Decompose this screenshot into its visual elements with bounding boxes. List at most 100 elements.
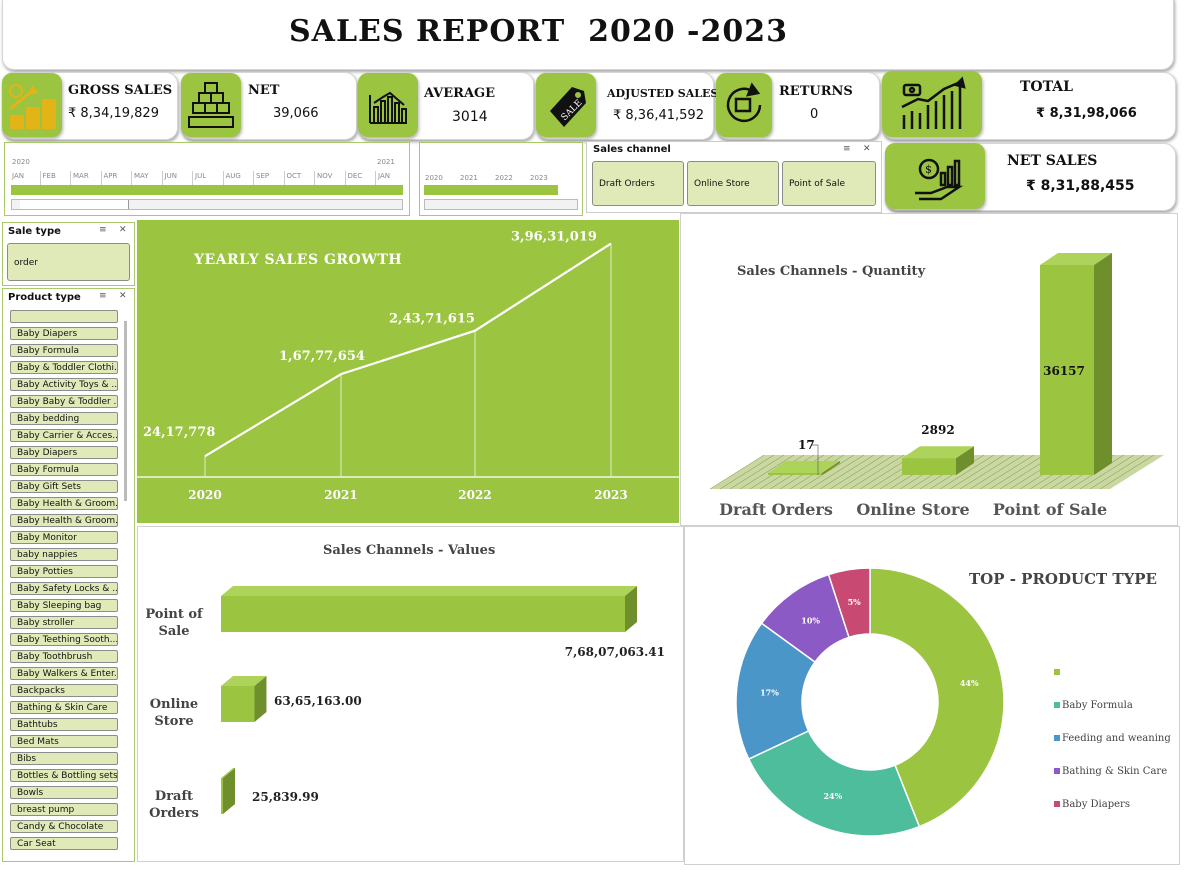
timeline-years-bar[interactable]: [424, 185, 558, 195]
data-label: 24,17,778: [143, 425, 215, 440]
chart-title: YEARLY SALES GROWTH: [193, 252, 402, 268]
product-type-option[interactable]: Baby Potties: [10, 565, 118, 578]
timeline-year-label[interactable]: 2022: [495, 174, 513, 182]
channel-option-point-of-sale[interactable]: Point of Sale: [782, 161, 876, 206]
product-type-option[interactable]: Bowls: [10, 786, 118, 799]
floor-hatch: [949, 454, 1005, 490]
timeline-months[interactable]: 2020 2021 JAN FEB MAR APR MAY JUN JUL AUG SEP OCT…: [4, 142, 410, 216]
product-type-option[interactable]: Baby Activity Toys & ...: [10, 378, 118, 391]
product-type-option[interactable]: breast pump: [10, 803, 118, 816]
product-type-option[interactable]: Baby Carrier & Acces...: [10, 429, 118, 442]
timeline-month-label[interactable]: AUG: [225, 172, 241, 180]
kpi-gross-sales-value: ₹ 8,34,19,829: [68, 106, 159, 121]
timeline-divider: [100, 171, 102, 185]
channel-option-draft-orders[interactable]: Draft Orders: [592, 161, 684, 206]
product-type-option[interactable]: Bottles & Bottling sets: [10, 769, 118, 782]
floor-hatch: [829, 454, 885, 490]
timeline-month-label[interactable]: JAN: [12, 172, 24, 180]
multi-select-icon[interactable]: ≡: [99, 225, 107, 235]
sale-type-option-order[interactable]: order: [7, 243, 130, 281]
timeline-year-label[interactable]: 2020: [425, 174, 443, 182]
floor-hatch: [719, 454, 775, 490]
title-banner: SALES REPORT 2020 -2023: [2, 0, 1174, 70]
product-type-option[interactable]: Baby Safety Locks & ...: [10, 582, 118, 595]
bar: [1040, 265, 1094, 475]
clear-filter-icon[interactable]: ✕: [119, 225, 127, 235]
timeline-month-label[interactable]: MAY: [134, 172, 149, 180]
product-type-option[interactable]: Baby Sleeping bag: [10, 599, 118, 612]
multi-select-icon[interactable]: ≡: [99, 291, 107, 301]
product-type-option[interactable]: Bed Mats: [10, 735, 118, 748]
product-type-option[interactable]: Baby Teething Sooth...: [10, 633, 118, 646]
product-type-scrollbar[interactable]: [124, 321, 127, 501]
product-type-option[interactable]: Baby Toothbrush: [10, 650, 118, 663]
multi-select-icon[interactable]: ≡: [843, 144, 851, 154]
timeline-divider: [192, 171, 193, 185]
product-type-option[interactable]: Baby Diapers: [10, 446, 118, 459]
x-tick-label: 2020: [188, 488, 221, 502]
timeline-year-label[interactable]: 2021: [460, 174, 478, 182]
timeline-years[interactable]: 2020 2021 2022 2023: [419, 142, 583, 216]
timeline-month-label[interactable]: MAR: [73, 172, 89, 180]
product-type-option[interactable]: [10, 310, 118, 323]
top-product-type-chart: TOP - PRODUCT TYPE 44% 24% 17% 10% 5% Baby For…: [735, 567, 1171, 837]
bar-top: [221, 676, 267, 686]
product-type-option[interactable]: Baby Formula: [10, 344, 118, 357]
product-type-option[interactable]: Baby Formula: [10, 463, 118, 476]
yearly-sales-growth-chart: YEARLY SALES GROWTH 24,17,778 2020 1,67,77,…: [137, 220, 679, 523]
clear-filter-icon[interactable]: ✕: [863, 144, 871, 154]
category-label: Orders: [149, 806, 199, 821]
legend-label: Bathing & Skin Care: [1062, 766, 1167, 777]
product-type-option[interactable]: Backpacks: [10, 684, 118, 697]
product-type-option[interactable]: Baby Baby & Toddler ...: [10, 395, 118, 408]
legend-swatch: [1054, 801, 1060, 807]
product-type-option[interactable]: Baby stroller: [10, 616, 118, 629]
clear-filter-icon[interactable]: ✕: [119, 291, 127, 301]
timeline-month-label[interactable]: SEP: [256, 172, 270, 180]
timeline-month-label[interactable]: APR: [103, 172, 118, 180]
product-type-option[interactable]: Baby bedding: [10, 412, 118, 425]
timeline-divider: [314, 171, 315, 185]
product-type-option[interactable]: Bathtubs: [10, 718, 118, 731]
sales-channels-quantity-chart: Sales Channels - Quantity 17 2892 36157 Draf…: [709, 253, 1164, 519]
product-type-option[interactable]: baby nappies: [10, 548, 118, 561]
timeline-month-label[interactable]: JUN: [164, 172, 177, 180]
floor-hatch: [989, 454, 1045, 490]
timeline-month-label[interactable]: JUL: [195, 172, 207, 180]
timeline-month-label[interactable]: JAN: [378, 172, 390, 180]
legend-label: Baby Formula: [1062, 700, 1133, 711]
product-type-option[interactable]: Bathing & Skin Care: [10, 701, 118, 714]
timeline-month-label[interactable]: FEB: [42, 172, 56, 180]
sales-channel-slicer-title: Sales channel: [593, 144, 671, 155]
product-type-option[interactable]: Baby Monitor: [10, 531, 118, 544]
data-label: 25,839.99: [252, 790, 319, 804]
bar-chart-icon: [369, 91, 407, 124]
category-label: Point of Sale: [993, 500, 1107, 519]
product-type-option[interactable]: Baby Health & Groom...: [10, 497, 118, 510]
product-type-option[interactable]: Candy & Chocolate: [10, 820, 118, 833]
timeline-years-scrollbar[interactable]: [424, 199, 578, 210]
floor-hatch: [959, 454, 1015, 490]
data-label: 1,67,77,654: [279, 349, 365, 364]
timeline-bar[interactable]: [11, 185, 403, 195]
product-type-option[interactable]: Baby Walkers & Enter...: [10, 667, 118, 680]
timeline-month-label[interactable]: OCT: [286, 172, 302, 180]
bar-side: [254, 676, 267, 722]
product-type-option[interactable]: Baby & Toddler Clothi...: [10, 361, 118, 374]
data-label: 5%: [848, 597, 862, 607]
timeline-month-label[interactable]: NOV: [317, 172, 333, 180]
chart-title: Sales Channels - Quantity: [737, 264, 926, 279]
product-type-option[interactable]: Baby Health & Groom...: [10, 514, 118, 527]
sale-tag-icon: SALE: [550, 87, 586, 127]
timeline-scrollbar[interactable]: [11, 199, 403, 210]
sale-type-slicer-title: Sale type: [8, 226, 61, 237]
product-type-option[interactable]: Car Seat: [10, 837, 118, 850]
product-type-option[interactable]: Bibs: [10, 752, 118, 765]
channel-option-online-store[interactable]: Online Store: [687, 161, 779, 206]
timeline-scroll-thumb[interactable]: [20, 200, 129, 209]
product-type-option[interactable]: Baby Diapers: [10, 327, 118, 340]
timeline-year-label[interactable]: 2023: [530, 174, 548, 182]
timeline-month-label[interactable]: DEC: [347, 172, 363, 180]
bar: [221, 596, 625, 632]
product-type-option[interactable]: Baby Gift Sets: [10, 480, 118, 493]
